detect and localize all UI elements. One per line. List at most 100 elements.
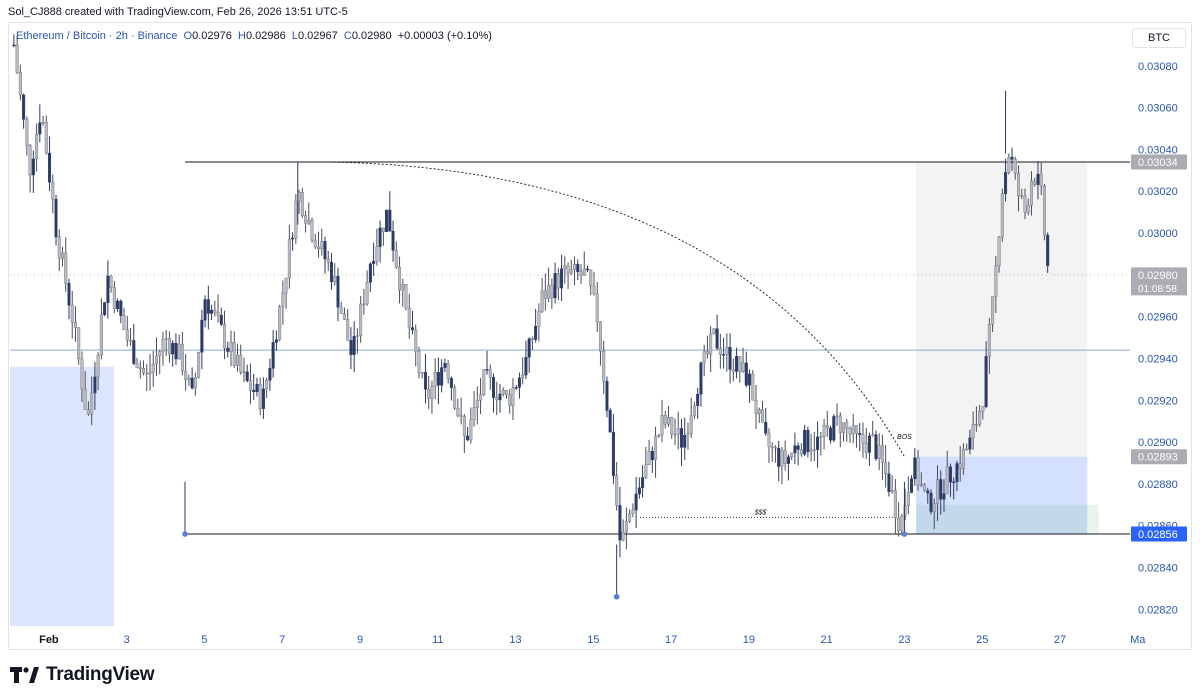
candle-body-106 [355,335,359,337]
candle-body-139 [462,416,466,437]
candle-body-125 [417,351,421,373]
candle-body-300 [984,356,988,407]
candle-body-73 [248,380,252,391]
candle-body-122 [407,307,411,328]
candle-body-319 [1046,234,1050,267]
price-label-box-1 [1131,267,1187,296]
drawing-lines-layer [10,161,1130,535]
candle-body-104 [349,340,353,355]
candle-body-284 [932,503,936,512]
open-value: 0.02976 [192,30,232,42]
candle-body-316 [1036,173,1040,185]
candle-body-144 [479,394,483,401]
currency-unit-button[interactable]: BTC [1132,28,1186,48]
candle-body-217 [715,328,719,349]
low-label: L [291,30,298,42]
candle-body-3 [22,94,26,120]
candle-body-149 [495,397,499,401]
candle-body-231 [761,409,765,423]
candle-body-7 [35,133,39,160]
candle-body-13 [54,198,58,238]
price-tick-4: 0.03000 [1138,228,1178,240]
candle-body-261 [858,433,862,435]
time-tick-3: 7 [279,634,285,646]
candle-body-134 [446,363,450,379]
candle-body-37 [132,340,136,364]
countdown-text: 01:08:58 [1138,284,1177,295]
candle-body-110 [368,263,372,283]
candle-body-299 [981,406,985,412]
zones-layer [10,161,1099,626]
candle-body-292 [958,463,962,469]
candle-body-287 [942,493,946,500]
candle-body-272 [893,490,897,519]
candle-body-60 [206,299,210,314]
price-tick-12: 0.02820 [1138,604,1178,616]
candle-body-56 [193,377,197,389]
candle-body-227 [748,373,752,386]
candle-body-95 [320,241,324,250]
candle-body-49 [171,342,175,355]
symbol-name[interactable]: Ethereum / Bitcoin · 2h · Binance [16,30,178,42]
candle-body-201 [663,415,667,425]
candle-body-36 [129,339,133,342]
candle-body-167 [553,273,557,299]
candle-body-255 [838,415,842,433]
candle-body-131 [436,372,440,386]
candle-body-194 [641,477,645,488]
candle-body-301 [987,324,991,357]
candle-body-225 [741,362,745,372]
candle-body-270 [887,473,891,492]
candle-body-274 [900,516,904,531]
candle-body-242 [796,445,800,450]
candle-body-257 [845,422,849,429]
candle-body-183 [605,381,609,411]
candle-body-116 [388,209,392,232]
candle-body-62 [213,309,217,313]
candle-body-190 [628,513,632,522]
time-axis: Feb 3 5 7 9 11 13 15 17 19 21 23 25 27 Ma [39,634,1146,646]
candle-body-308 [1010,156,1014,160]
price-tick-5: 0.02960 [1138,312,1178,324]
candle-body-179 [592,285,596,294]
time-tick-13: 27 [1054,634,1066,646]
close-label: C [343,30,352,42]
candle-body-268 [880,445,884,463]
candle-body-161 [534,326,538,340]
candle-body-171 [566,265,570,274]
candle-body-61 [210,309,214,314]
candle-body-117 [391,231,395,251]
candle-body-32 [116,300,120,309]
price-tick-6: 0.02940 [1138,353,1178,365]
candle-body-39 [138,367,142,369]
candle-body-223 [735,356,739,372]
candle-body-85 [287,238,291,279]
candle-body-157 [521,374,525,378]
candle-body-207 [683,435,687,448]
candle-body-52 [180,344,184,372]
price-tick-11: 0.02840 [1138,562,1178,574]
candle-body-216 [712,328,716,335]
candle-body-263 [864,442,868,453]
candle-body-146 [485,369,489,371]
candle-body-293 [961,448,965,469]
candle-body-203 [670,416,674,435]
candle-body-150 [498,393,502,401]
price-label-text-1: 0.02980 [1138,270,1178,282]
candle-body-29 [106,275,110,303]
candle-body-68 [232,342,236,366]
candle-body-72 [245,371,249,381]
candle-body-195 [644,464,648,478]
candle-body-133 [443,363,447,368]
candle-body-281 [923,484,927,491]
candle-body-237 [780,450,784,467]
candle-body-0 [12,44,16,47]
candle-body-19 [73,322,77,328]
price-label-text-2: 0.02893 [1138,452,1178,464]
time-tick-10: 21 [821,634,833,646]
candle-body-241 [793,445,797,454]
candle-body-138 [459,415,463,417]
candle-body-218 [718,348,722,355]
candle-body-112 [375,246,379,262]
